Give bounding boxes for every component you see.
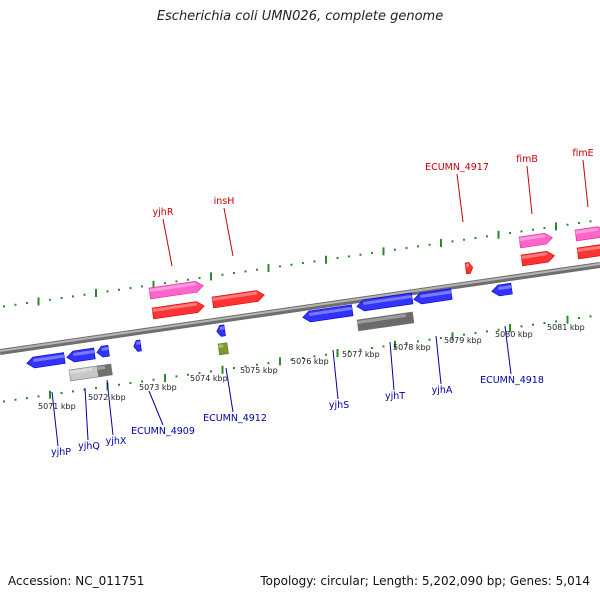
gene-label[interactable]: ECUMN_4918 [480,375,544,386]
label-leader [582,159,589,208]
label-leader [162,218,173,267]
fimB-feature-lower[interactable] [520,250,555,267]
feature-highlight [33,354,65,362]
yjhA-feature[interactable] [413,288,453,305]
axis-tick-label: 5076 kbp [291,357,329,366]
gene-label[interactable]: yjhR [153,207,174,218]
gene-label[interactable]: yjhX [106,436,127,447]
feature-highlight [218,344,224,348]
label-leader [225,367,234,413]
yjhQ-feature[interactable] [66,347,96,363]
feature-highlight [149,282,197,292]
feature-highlight [136,341,141,345]
axis-tick-label: 5081 kbp [547,323,585,332]
gene-label[interactable]: yjhS [329,400,349,411]
ECUMN_4917-feature[interactable] [464,262,474,275]
feature-highlight [521,252,548,259]
feature-highlight [152,302,198,312]
gene-label[interactable]: yjhA [432,385,453,396]
feature-highlight [465,263,470,267]
accession-text: Accession: NC_011751 [8,574,145,588]
feature-highlight [577,245,600,252]
label-leader [84,387,89,441]
genome-backbone-highlight [0,263,600,352]
map-title: Escherichia coli UMN026, complete genome [156,9,444,24]
fimE-feature-upper[interactable] [574,226,600,242]
label-leader [223,207,234,257]
gene-label[interactable]: fimB [516,154,538,165]
axis-tick-label: 5075 kbp [240,366,278,375]
gene-label[interactable]: fimE [572,148,593,159]
label-leader [504,325,512,375]
fimB-feature-upper[interactable] [518,232,553,249]
yjhS-feature[interactable] [302,304,354,323]
feature-highlight [69,367,93,374]
gene-label[interactable]: ECUMN_4917 [425,162,489,173]
axis-tick-label: 5077 kbp [342,350,380,359]
feature-highlight [101,347,109,351]
summary-text: Topology: circular; Length: 5,202,090 bp… [260,574,590,588]
yjhR-feature-upper[interactable] [148,280,204,300]
gene-label[interactable]: yjhT [385,391,405,402]
gene-labels: yjhR insH ECUMN_4917 fimB fimE yjhP yjhQ yjhX EC… [51,148,594,458]
label-leader [526,165,533,215]
pseudo-feature-dark[interactable] [96,363,113,378]
feature-highlight [357,313,407,324]
feature-highlight [420,290,452,298]
yjhT-pseudo-feature[interactable] [356,311,415,332]
label-leader [435,335,442,385]
ECUMN_4912-feature[interactable] [216,324,226,337]
axis-tick-label: 5079 kbp [444,336,482,345]
ECUMN_4909-feature[interactable] [133,339,142,352]
gene-label[interactable]: ECUMN_4909 [131,426,195,437]
feature-highlight [519,234,546,241]
lower-tick-track [3,315,592,403]
gene-label[interactable]: ECUMN_4912 [203,413,267,424]
feature-highlight [73,349,95,356]
label-leaders [51,159,589,447]
gene-label[interactable]: insH [214,196,235,207]
axis-tick-label: 5078 kbp [393,343,431,352]
label-leader [456,173,464,223]
label-leader [389,341,395,391]
feature-highlight [498,285,512,290]
label-leader [332,349,339,400]
gene-label[interactable]: yjhQ [78,441,100,452]
label-leader [106,379,114,436]
insH-feature[interactable] [211,290,265,309]
axis-tick-label: 5073 kbp [139,383,177,392]
axis-tick-label: 5074 kbp [190,374,228,383]
yjhT-feature[interactable] [356,292,414,312]
feature-highlight [363,294,413,305]
ECUMN_4918-feature[interactable] [491,282,513,297]
axis-tick-label: 5072 kbp [88,393,126,402]
feature-highlight [97,365,106,370]
axis-tick-labels: 5071 kbp 5072 kbp 5073 kbp 5074 kbp 5075 kbp… [38,323,585,411]
feature-highlight [219,326,225,330]
axis-tick-label: 5071 kbp [38,402,76,411]
gene-label[interactable]: yjhP [51,447,71,458]
yjhX-feature[interactable] [96,344,110,358]
axis-tick-label: 5080 kbp [495,330,533,339]
feature-highlight [309,306,353,316]
feature-highlight [575,227,599,234]
label-leader [148,390,164,426]
feature-highlight [212,291,258,301]
yjhP-feature[interactable] [26,352,66,369]
yjhR-feature-lower[interactable] [151,301,205,320]
misc-feature[interactable] [217,342,229,356]
label-leader [51,391,59,447]
